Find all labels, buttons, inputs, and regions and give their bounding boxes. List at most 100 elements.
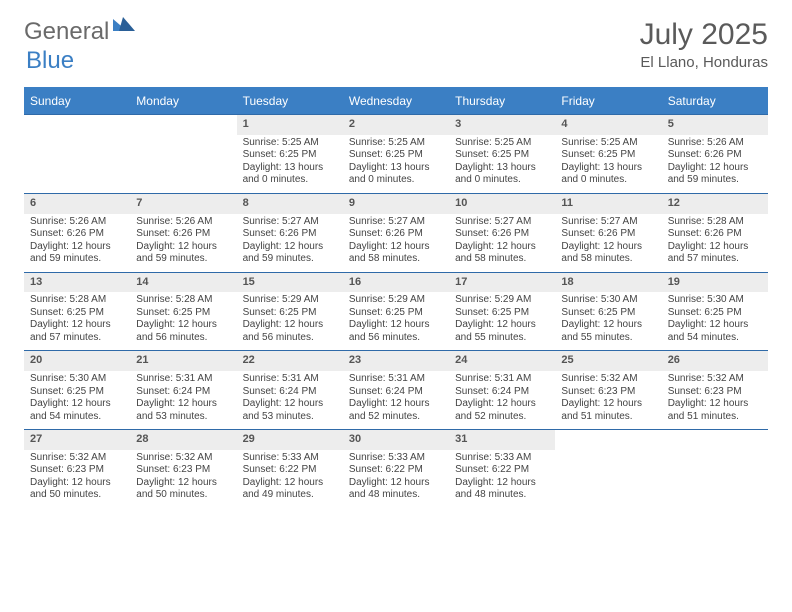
sunrise-text: Sunrise: 5:30 AM: [30, 373, 124, 386]
day-cell: Sunrise: 5:31 AMSunset: 6:24 PMDaylight:…: [237, 371, 343, 429]
sunrise-text: Sunrise: 5:33 AM: [349, 452, 443, 465]
day-cell: Sunrise: 5:28 AMSunset: 6:25 PMDaylight:…: [130, 292, 236, 350]
sunrise-text: Sunrise: 5:29 AM: [349, 294, 443, 307]
day-number: 9: [343, 194, 449, 214]
day-cell: Sunrise: 5:25 AMSunset: 6:25 PMDaylight:…: [449, 135, 555, 193]
day-number: 4: [555, 115, 661, 135]
sunset-text: Sunset: 6:23 PM: [561, 386, 655, 399]
sunrise-text: Sunrise: 5:29 AM: [243, 294, 337, 307]
daylight-text: Daylight: 12 hours and 51 minutes.: [561, 398, 655, 423]
daylight-text: Daylight: 12 hours and 59 minutes.: [668, 162, 762, 187]
daylight-text: Daylight: 12 hours and 54 minutes.: [668, 319, 762, 344]
sunrise-text: Sunrise: 5:27 AM: [455, 216, 549, 229]
day-number: [24, 115, 130, 135]
daylight-text: Daylight: 12 hours and 50 minutes.: [136, 477, 230, 502]
day-number: 11: [555, 194, 661, 214]
daylight-text: Daylight: 12 hours and 58 minutes.: [561, 241, 655, 266]
day-cell: [555, 450, 661, 508]
day-number: 28: [130, 430, 236, 450]
sunrise-text: Sunrise: 5:32 AM: [136, 452, 230, 465]
daylight-text: Daylight: 12 hours and 59 minutes.: [136, 241, 230, 266]
day-cell: Sunrise: 5:29 AMSunset: 6:25 PMDaylight:…: [449, 292, 555, 350]
sunset-text: Sunset: 6:25 PM: [349, 307, 443, 320]
sunrise-text: Sunrise: 5:28 AM: [136, 294, 230, 307]
daylight-text: Daylight: 12 hours and 59 minutes.: [243, 241, 337, 266]
logo-word1: General: [24, 18, 109, 46]
day-cell: Sunrise: 5:29 AMSunset: 6:25 PMDaylight:…: [237, 292, 343, 350]
daylight-text: Daylight: 12 hours and 48 minutes.: [455, 477, 549, 502]
sunrise-text: Sunrise: 5:32 AM: [561, 373, 655, 386]
sunset-text: Sunset: 6:25 PM: [243, 307, 337, 320]
day-cell: Sunrise: 5:27 AMSunset: 6:26 PMDaylight:…: [343, 214, 449, 272]
daylight-text: Daylight: 12 hours and 56 minutes.: [349, 319, 443, 344]
day-cell: Sunrise: 5:30 AMSunset: 6:25 PMDaylight:…: [555, 292, 661, 350]
day-number: 1: [237, 115, 343, 135]
sunrise-text: Sunrise: 5:25 AM: [561, 137, 655, 150]
daylight-text: Daylight: 13 hours and 0 minutes.: [243, 162, 337, 187]
day-number: 15: [237, 273, 343, 293]
daylight-text: Daylight: 12 hours and 49 minutes.: [243, 477, 337, 502]
sunrise-text: Sunrise: 5:25 AM: [349, 137, 443, 150]
sunrise-text: Sunrise: 5:27 AM: [561, 216, 655, 229]
day-number: 3: [449, 115, 555, 135]
sunset-text: Sunset: 6:26 PM: [668, 149, 762, 162]
day-number: 5: [662, 115, 768, 135]
day-number: 10: [449, 194, 555, 214]
day-number: 8: [237, 194, 343, 214]
sunset-text: Sunset: 6:25 PM: [243, 149, 337, 162]
day-cell: Sunrise: 5:26 AMSunset: 6:26 PMDaylight:…: [24, 214, 130, 272]
sunrise-text: Sunrise: 5:29 AM: [455, 294, 549, 307]
daybody-row: Sunrise: 5:25 AMSunset: 6:25 PMDaylight:…: [24, 135, 768, 193]
daynum-row: 12345: [24, 115, 768, 135]
day-cell: [130, 135, 236, 193]
sunset-text: Sunset: 6:24 PM: [243, 386, 337, 399]
daylight-text: Daylight: 12 hours and 51 minutes.: [668, 398, 762, 423]
sunset-text: Sunset: 6:24 PM: [455, 386, 549, 399]
day-cell: Sunrise: 5:26 AMSunset: 6:26 PMDaylight:…: [662, 135, 768, 193]
day-cell: Sunrise: 5:32 AMSunset: 6:23 PMDaylight:…: [662, 371, 768, 429]
daynum-row: 2728293031: [24, 430, 768, 450]
daylight-text: Daylight: 12 hours and 52 minutes.: [349, 398, 443, 423]
daylight-text: Daylight: 12 hours and 57 minutes.: [668, 241, 762, 266]
sunrise-text: Sunrise: 5:32 AM: [668, 373, 762, 386]
day-number: [662, 430, 768, 450]
day-cell: Sunrise: 5:25 AMSunset: 6:25 PMDaylight:…: [343, 135, 449, 193]
daynum-row: 6789101112: [24, 194, 768, 214]
sunset-text: Sunset: 6:25 PM: [136, 307, 230, 320]
sunrise-text: Sunrise: 5:26 AM: [30, 216, 124, 229]
daylight-text: Daylight: 12 hours and 55 minutes.: [561, 319, 655, 344]
sunset-text: Sunset: 6:25 PM: [30, 307, 124, 320]
location-subtitle: El Llano, Honduras: [640, 54, 768, 71]
sunrise-text: Sunrise: 5:25 AM: [455, 137, 549, 150]
daylight-text: Daylight: 12 hours and 55 minutes.: [455, 319, 549, 344]
daybody-row: Sunrise: 5:30 AMSunset: 6:25 PMDaylight:…: [24, 371, 768, 429]
daylight-text: Daylight: 13 hours and 0 minutes.: [455, 162, 549, 187]
sunrise-text: Sunrise: 5:27 AM: [243, 216, 337, 229]
day-cell: Sunrise: 5:32 AMSunset: 6:23 PMDaylight:…: [130, 450, 236, 508]
sunrise-text: Sunrise: 5:26 AM: [136, 216, 230, 229]
sunset-text: Sunset: 6:26 PM: [30, 228, 124, 241]
daylight-text: Daylight: 13 hours and 0 minutes.: [349, 162, 443, 187]
day-number: 17: [449, 273, 555, 293]
day-number: 20: [24, 351, 130, 371]
day-number: 31: [449, 430, 555, 450]
sunset-text: Sunset: 6:26 PM: [349, 228, 443, 241]
daybody-row: Sunrise: 5:28 AMSunset: 6:25 PMDaylight:…: [24, 292, 768, 350]
day-cell: Sunrise: 5:27 AMSunset: 6:26 PMDaylight:…: [555, 214, 661, 272]
daylight-text: Daylight: 12 hours and 53 minutes.: [136, 398, 230, 423]
sunrise-text: Sunrise: 5:31 AM: [349, 373, 443, 386]
daylight-text: Daylight: 12 hours and 58 minutes.: [349, 241, 443, 266]
daybody-row: Sunrise: 5:26 AMSunset: 6:26 PMDaylight:…: [24, 214, 768, 272]
day-header: Friday: [555, 89, 661, 114]
daylight-text: Daylight: 12 hours and 56 minutes.: [243, 319, 337, 344]
day-cell: Sunrise: 5:33 AMSunset: 6:22 PMDaylight:…: [237, 450, 343, 508]
daylight-text: Daylight: 12 hours and 56 minutes.: [136, 319, 230, 344]
day-header: Thursday: [449, 89, 555, 114]
sunset-text: Sunset: 6:22 PM: [349, 464, 443, 477]
title-block: July 2025 El Llano, Honduras: [640, 18, 768, 71]
day-number: 12: [662, 194, 768, 214]
sunrise-text: Sunrise: 5:30 AM: [561, 294, 655, 307]
day-number: [130, 115, 236, 135]
logo-word2: Blue: [26, 47, 74, 75]
logo: General: [24, 18, 135, 46]
